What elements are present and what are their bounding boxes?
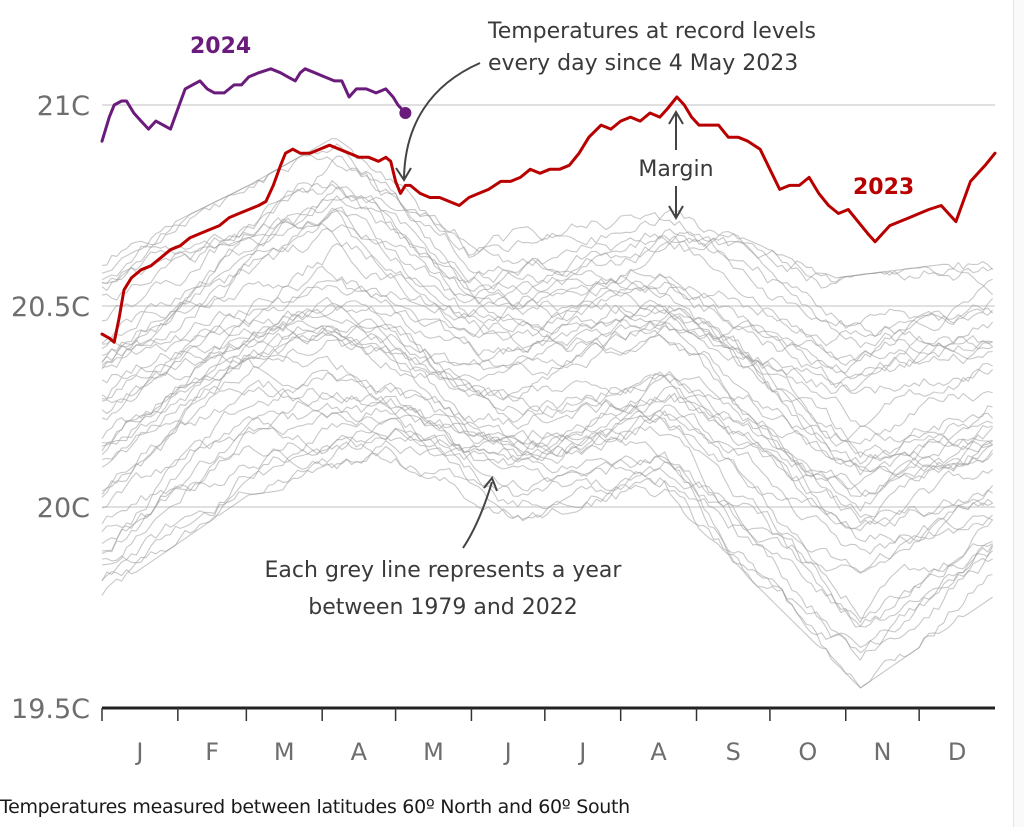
historical-year-line xyxy=(101,221,993,389)
x-tick-label: D xyxy=(948,738,966,766)
historical-year-line xyxy=(101,186,994,374)
y-tick-label: 20C xyxy=(37,493,90,524)
annotation-grey-line1: Each grey line represents a year xyxy=(265,558,623,583)
historical-year-line xyxy=(101,265,993,435)
historical-year-line xyxy=(101,182,994,338)
historical-year-line xyxy=(101,379,993,543)
historical-year-line xyxy=(101,308,994,490)
annotation-margin: Margin xyxy=(638,157,713,182)
annotation-grey-line2: between 1979 and 2022 xyxy=(308,595,577,620)
historical-year-line xyxy=(101,331,993,530)
arrowhead-icon xyxy=(483,476,498,492)
historical-year-line xyxy=(101,410,994,628)
series-end-marker-2024 xyxy=(399,107,412,120)
arrow-down-icon xyxy=(668,205,684,220)
historical-year-line xyxy=(101,154,993,295)
historical-year-line xyxy=(101,241,993,443)
annotation-grey-arrow xyxy=(462,481,493,549)
x-tick-label: O xyxy=(798,738,817,766)
historical-year-line xyxy=(101,318,994,512)
y-tick-label: 20.5C xyxy=(11,292,90,323)
y-tick-label: 19.5C xyxy=(11,694,90,725)
historical-year-line xyxy=(101,386,993,555)
chart-footnote: Temperatures measured between latitudes … xyxy=(0,796,630,818)
series-label-2023: 2023 xyxy=(853,175,914,200)
historical-year-line xyxy=(101,210,993,349)
historical-year-line xyxy=(101,137,993,282)
historical-year-line xyxy=(101,195,993,380)
historical-year-line xyxy=(101,358,993,532)
historical-year-line xyxy=(101,414,993,654)
series-label-2024: 2024 xyxy=(190,34,251,59)
annotation-record-line2: every day since 4 May 2023 xyxy=(488,51,798,76)
x-tick-label: F xyxy=(205,738,219,766)
historical-year-line xyxy=(101,306,993,465)
y-tick-label: 21C xyxy=(37,91,90,122)
arrowhead-icon xyxy=(395,167,412,182)
historical-year-line xyxy=(101,404,994,619)
historical-year-lines xyxy=(101,137,994,689)
historical-year-line xyxy=(101,372,994,574)
historical-year-line xyxy=(101,391,993,573)
historical-year-line xyxy=(101,339,993,498)
historical-year-line xyxy=(101,323,993,497)
x-tick-label: M xyxy=(423,738,444,766)
y-axis: 21C 20.5C 20C 19.5C xyxy=(11,91,90,725)
gridlines xyxy=(102,104,995,508)
series-line-2023 xyxy=(100,95,997,344)
historical-year-line xyxy=(101,227,993,394)
series-line-2024 xyxy=(100,67,407,143)
historical-year-line xyxy=(101,417,993,623)
annotation-record-line1: Temperatures at record levels xyxy=(487,19,816,44)
x-tick-label: J xyxy=(134,738,143,766)
highlight-year-lines xyxy=(100,67,997,344)
x-tick-label: A xyxy=(351,738,368,766)
x-tick-label: N xyxy=(873,738,891,766)
arrow-up-icon xyxy=(668,110,684,125)
historical-year-line xyxy=(101,300,993,468)
historical-year-line xyxy=(101,353,993,527)
x-tick-label: J xyxy=(577,738,586,766)
historical-year-line xyxy=(101,195,994,362)
x-tick-label: J xyxy=(503,738,512,766)
historical-year-line xyxy=(101,322,993,476)
page-edge xyxy=(1013,0,1024,827)
historical-year-line xyxy=(101,325,994,518)
x-tick-label: M xyxy=(274,738,295,766)
historical-year-line xyxy=(101,206,993,366)
x-tick-label: S xyxy=(726,738,741,766)
x-tick-label: A xyxy=(650,738,667,766)
historical-year-line xyxy=(101,281,993,462)
annotation-record-arrow xyxy=(403,62,481,179)
historical-year-line xyxy=(101,440,993,689)
